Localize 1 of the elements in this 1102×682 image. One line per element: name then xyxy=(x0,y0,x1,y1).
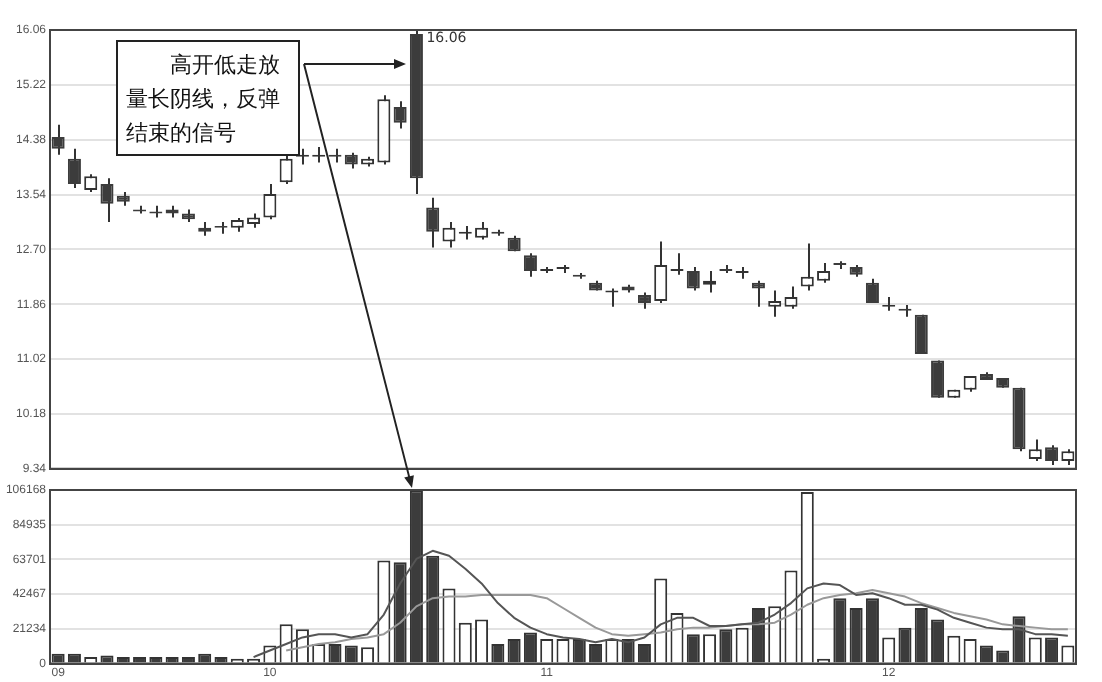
annotation: 高开低走放量长阴线，反弹结束的信号 xyxy=(116,40,300,156)
